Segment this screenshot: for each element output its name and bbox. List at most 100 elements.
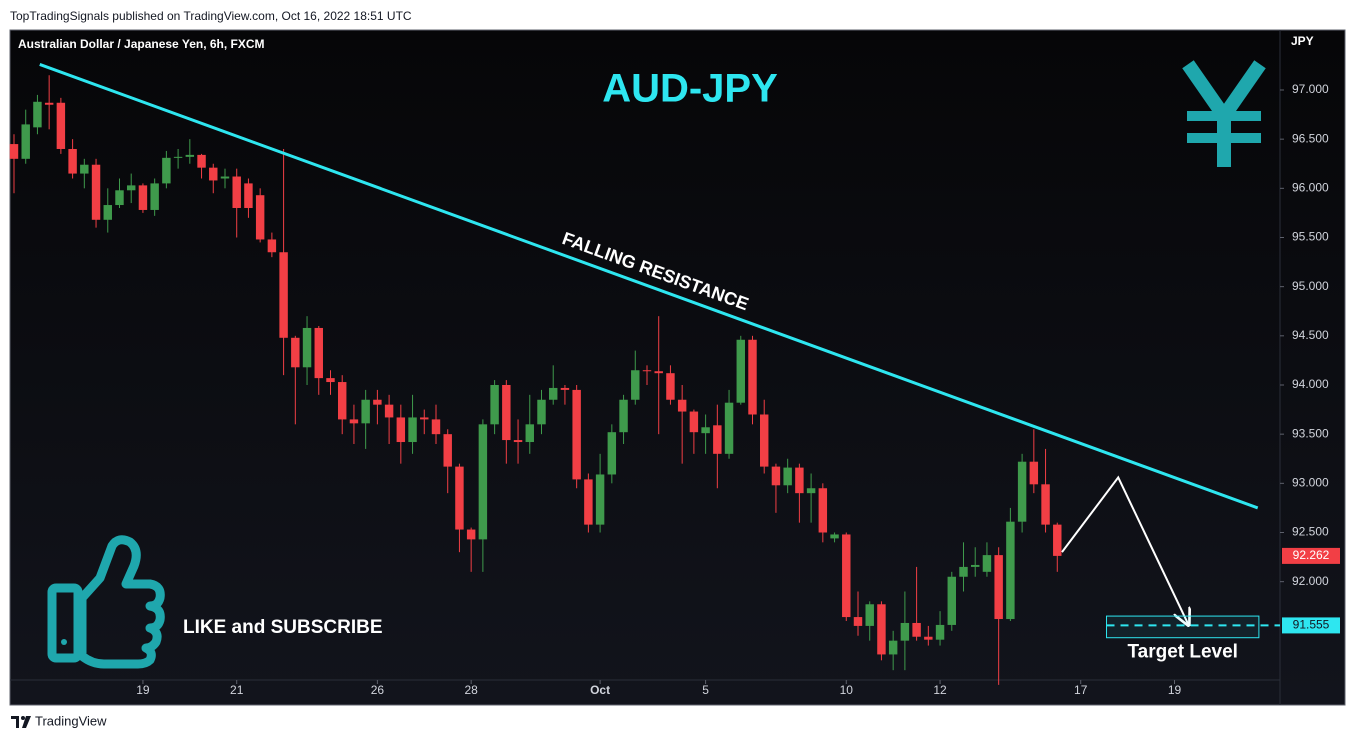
candle-body xyxy=(548,387,558,400)
candle-body xyxy=(666,373,675,400)
tv-logo xyxy=(11,716,31,728)
candle-body xyxy=(748,339,757,415)
candle-body xyxy=(326,378,335,383)
candle-body xyxy=(619,399,628,433)
y-tick-label: 95.000 xyxy=(1292,279,1329,293)
thumbs-up-icon xyxy=(47,535,165,669)
x-tick-label: Oct xyxy=(590,683,610,697)
candle-body xyxy=(994,555,1003,620)
target-zone xyxy=(1106,615,1260,639)
candle-body xyxy=(654,371,663,374)
y-tick-label: 96.500 xyxy=(1292,131,1329,145)
x-tick-label: 26 xyxy=(371,683,385,697)
candle-body xyxy=(865,604,874,626)
candle-body xyxy=(255,195,265,240)
target-label: Target Level xyxy=(1127,642,1238,663)
candle-body xyxy=(209,167,218,181)
candle-body xyxy=(877,604,886,655)
candle-body xyxy=(349,419,359,424)
x-tick-label: 5 xyxy=(702,683,709,697)
chart-pane xyxy=(9,29,1346,706)
candle-body xyxy=(888,640,898,655)
candle-body xyxy=(115,190,124,206)
candle-body xyxy=(478,424,488,540)
candle-body xyxy=(736,339,745,403)
candle-body xyxy=(408,417,417,443)
candle-body xyxy=(525,424,534,443)
x-tick-label: 28 xyxy=(464,683,478,697)
candle-body xyxy=(173,156,183,158)
y-tick-label: 93.500 xyxy=(1292,426,1329,440)
candle-body xyxy=(314,327,323,379)
candle-body xyxy=(818,488,828,533)
candle-body xyxy=(900,622,910,641)
projection-path xyxy=(1061,475,1189,625)
x-tick-label: 10 xyxy=(840,683,854,697)
candle-body xyxy=(853,617,863,626)
y-tick-label: 95.500 xyxy=(1292,230,1329,244)
footer-brand: TradingView xyxy=(35,713,107,728)
candle-body xyxy=(830,534,839,539)
candle-body xyxy=(232,176,241,208)
x-tick-label: 17 xyxy=(1074,683,1088,697)
candle-body xyxy=(572,389,581,480)
x-tick-label: 19 xyxy=(1168,683,1182,697)
candle-body xyxy=(513,440,523,443)
candle-body xyxy=(701,427,710,434)
candle-body xyxy=(302,327,312,368)
candle-body xyxy=(959,566,968,577)
candle-body xyxy=(244,183,253,208)
candle-body xyxy=(677,399,687,412)
cuff-dot xyxy=(61,639,67,645)
y-tick-label: 93.000 xyxy=(1292,476,1329,490)
candle-body xyxy=(443,434,452,467)
candle-body xyxy=(759,414,769,467)
candle-body xyxy=(9,144,19,159)
candle-body xyxy=(1029,461,1039,485)
candle-body xyxy=(842,534,851,618)
yen-icon xyxy=(1182,60,1266,167)
candle-body xyxy=(783,467,792,486)
candle-body xyxy=(337,382,347,420)
candle-body xyxy=(185,154,195,157)
candle-body xyxy=(431,419,441,435)
candle-body xyxy=(1053,524,1062,556)
y-tick-label: 92.000 xyxy=(1292,574,1329,588)
x-tick-label: 12 xyxy=(933,683,947,697)
candle-body xyxy=(713,425,722,454)
candle-body xyxy=(537,399,546,425)
last-price-tag xyxy=(1282,547,1340,564)
symbol-label: Australian Dollar / Japanese Yen, 6h, FX… xyxy=(18,37,265,51)
candle-body xyxy=(33,101,42,128)
candle-body xyxy=(44,102,54,105)
candle-body xyxy=(631,370,640,400)
y-tick-label: 94.000 xyxy=(1292,377,1329,391)
candle-body xyxy=(724,402,734,454)
y-tick-label: 94.500 xyxy=(1292,328,1329,342)
candle-body xyxy=(560,387,570,390)
candle-body xyxy=(80,164,89,174)
candle-body xyxy=(970,564,980,567)
candle-body xyxy=(138,185,148,210)
candle-body xyxy=(466,529,476,540)
candle-body xyxy=(935,624,945,640)
candle-body xyxy=(68,148,77,174)
candle-body xyxy=(924,636,933,640)
cta-text: LIKE and SUBSCRIBE xyxy=(183,617,383,638)
candle-body xyxy=(267,239,277,253)
candle-body xyxy=(689,411,699,433)
currency-label: JPY xyxy=(1291,34,1314,48)
candle-body xyxy=(420,417,429,420)
candle-body xyxy=(584,479,593,525)
target-price-label: 91.555 xyxy=(1293,618,1330,632)
candle-body xyxy=(197,154,206,168)
candle-body xyxy=(795,467,804,494)
last-price-label: 92.262 xyxy=(1293,548,1330,562)
chart-title: AUD-JPY xyxy=(602,67,778,111)
candle-body xyxy=(806,488,816,494)
target-price-tag xyxy=(1282,617,1340,634)
candle-body xyxy=(291,337,300,368)
candle-body xyxy=(455,466,464,530)
candle-body xyxy=(220,176,230,179)
